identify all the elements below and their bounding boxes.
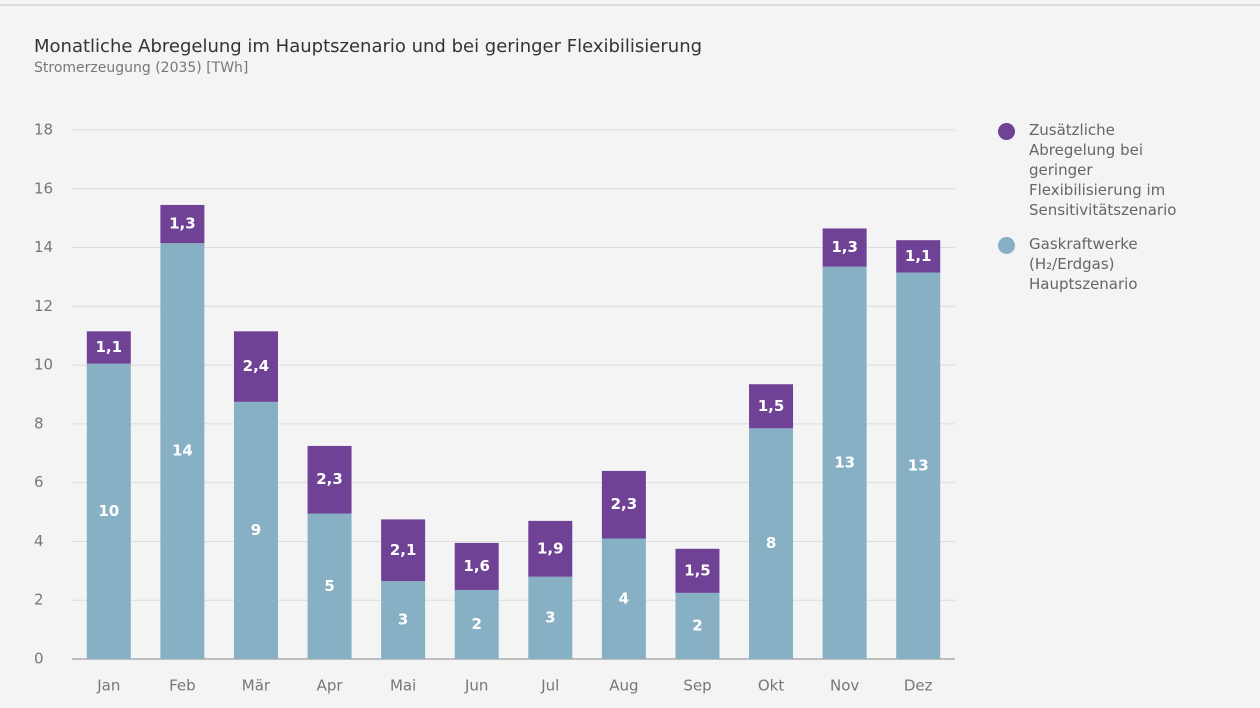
data-label: 1,5: [758, 397, 785, 415]
bar-segment: [86, 331, 131, 364]
bar-segment: [601, 470, 646, 539]
legend-swatch: [998, 237, 1015, 254]
x-tick-label: Jan: [96, 677, 120, 695]
bar-segment: [528, 576, 573, 659]
data-label: 1,9: [537, 539, 564, 557]
y-tick-label: 0: [34, 650, 44, 668]
x-tick-label: Mai: [390, 677, 416, 695]
y-tick-label: 6: [34, 473, 44, 491]
y-tick-label: 18: [34, 121, 53, 139]
data-label: 1,3: [831, 238, 858, 256]
y-tick-label: 14: [34, 238, 53, 256]
x-tick-label: Okt: [758, 677, 784, 695]
data-label: 2,3: [316, 470, 343, 488]
bar-segment: [307, 445, 352, 514]
legend-item: Zusätzliche Abregelung bei geringer Flex…: [998, 120, 1208, 220]
y-tick-label: 8: [34, 414, 44, 432]
legend-label: Zusätzliche Abregelung bei geringer Flex…: [1029, 121, 1177, 219]
data-label: 5: [324, 577, 334, 595]
bar-segment: [896, 240, 941, 273]
legend-item: Gaskraftwerke (H₂/Erdgas) Hauptszenario: [998, 234, 1208, 294]
chart-subtitle: Stromerzeugung (2035) [TWh]: [34, 60, 248, 76]
bar-segment: [675, 548, 720, 593]
data-label: 1,5: [684, 561, 711, 579]
data-label: 10: [98, 502, 119, 520]
x-tick-label: Nov: [830, 677, 859, 695]
y-tick-label: 16: [34, 179, 53, 197]
x-tick-label: Jul: [540, 677, 559, 695]
data-label: 8: [766, 534, 776, 552]
x-tick-label: Jun: [464, 677, 488, 695]
legend: Zusätzliche Abregelung bei geringer Flex…: [998, 120, 1208, 308]
bar-segment: [601, 538, 646, 659]
bar-segment: [160, 204, 205, 244]
data-label: 2,4: [243, 357, 270, 375]
data-label: 3: [398, 611, 408, 629]
bar-segment: [749, 384, 794, 429]
bar-segment: [454, 542, 499, 590]
data-label: 1,6: [463, 557, 490, 575]
legend-swatch: [998, 123, 1015, 140]
y-tick-label: 2: [34, 591, 44, 609]
data-label: 14: [172, 442, 193, 460]
y-tick-label: 12: [34, 297, 53, 315]
data-label: 1,1: [905, 247, 932, 265]
bar-segment: [233, 401, 278, 659]
bar-segment: [528, 520, 573, 577]
legend-label: Gaskraftwerke (H₂/Erdgas) Hauptszenario: [1029, 235, 1138, 293]
bar-segment: [86, 363, 131, 659]
data-label: 2: [692, 616, 702, 634]
bar-segment: [381, 581, 426, 659]
bar-segment: [454, 589, 499, 659]
bar-segment: [675, 592, 720, 659]
data-label: 13: [908, 456, 929, 474]
bar-segment: [307, 513, 352, 659]
bar-segment: [822, 228, 867, 267]
x-tick-label: Aug: [609, 677, 638, 695]
bar-segment: [160, 243, 205, 659]
data-label: 3: [545, 608, 555, 626]
x-tick-label: Dez: [904, 677, 933, 695]
x-tick-label: Apr: [317, 677, 344, 695]
data-label: 1,3: [169, 215, 196, 233]
y-tick-label: 10: [34, 356, 53, 374]
bar-segment: [749, 428, 794, 659]
data-label: 2,1: [390, 541, 417, 559]
bar-segment: [822, 266, 867, 659]
bar-segment: [233, 331, 278, 402]
x-tick-label: Mär: [242, 677, 271, 695]
data-label: 2: [471, 615, 481, 633]
data-label: 9: [251, 521, 261, 539]
x-tick-label: Sep: [683, 677, 711, 695]
data-label: 1,1: [96, 338, 123, 356]
bar-segment: [381, 519, 426, 582]
chart-title: Monatliche Abregelung im Hauptszenario u…: [34, 36, 702, 57]
data-label: 2,3: [611, 495, 638, 513]
data-label: 13: [834, 453, 855, 471]
x-tick-label: Feb: [169, 677, 196, 695]
y-tick-label: 4: [34, 532, 44, 550]
bar-segment: [896, 272, 941, 659]
data-label: 4: [619, 589, 629, 607]
